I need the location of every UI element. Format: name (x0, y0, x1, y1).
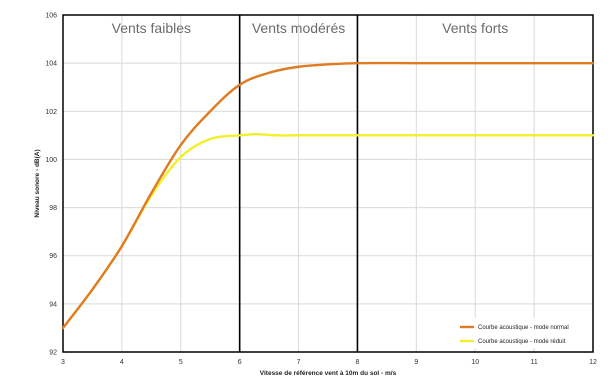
legend: Courbe acoustique - mode normal Courbe ac… (455, 318, 590, 348)
x-tick-label: 5 (179, 359, 183, 366)
x-tick-label: 4 (120, 359, 124, 366)
x-tick-label: 7 (297, 359, 301, 366)
y-tick-label: 100 (45, 157, 57, 164)
plot-frame (62, 14, 594, 353)
zone-label: Vents faibles (112, 20, 191, 36)
legend-label: Courbe acoustique - mode réduit (478, 339, 566, 345)
x-tick-label: 8 (355, 359, 359, 366)
y-tick-label: 96 (49, 253, 57, 260)
zone-label: Vents modérés (252, 20, 345, 36)
plot-area (63, 15, 593, 352)
y-tick-label: 106 (45, 13, 57, 20)
y-tick-label: 102 (45, 109, 57, 116)
x-tick-label: 9 (414, 359, 418, 366)
y-tick-label: 98 (49, 205, 57, 212)
legend-box (455, 318, 590, 348)
legend-label: Courbe acoustique - mode normal (478, 325, 569, 331)
zone-label: Vents forts (442, 20, 508, 36)
x-tick-label: 10 (471, 359, 479, 366)
y-tick-label: 92 (49, 350, 57, 357)
y-tick-label: 94 (49, 301, 57, 308)
x-tick-label: 3 (61, 359, 65, 366)
x-axis-title: Vitesse de référence vent à 10m du sol -… (260, 370, 397, 377)
y-axis-title: Niveau sonore - dB(A) (34, 149, 41, 217)
x-tick-label: 12 (589, 359, 597, 366)
x-tick-label: 11 (530, 359, 537, 366)
y-tick-label: 104 (45, 61, 57, 68)
series-line-mode-normal (61, 61, 595, 330)
x-tick-label: 6 (238, 359, 242, 366)
